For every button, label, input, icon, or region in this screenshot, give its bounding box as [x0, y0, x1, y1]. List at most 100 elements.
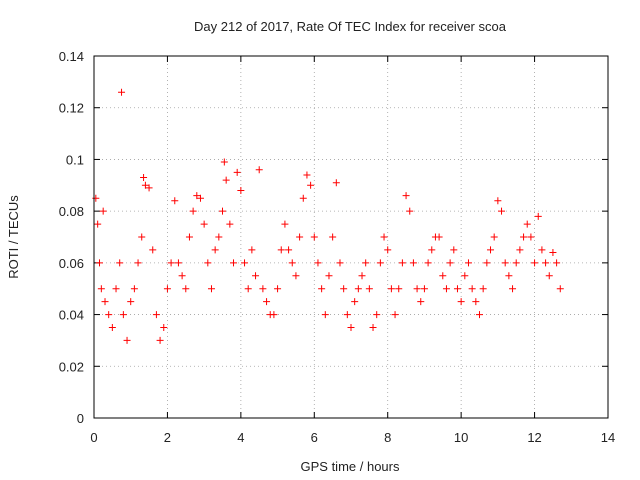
data-point [395, 285, 403, 293]
data-point [96, 259, 104, 267]
x-axis-label: GPS time / hours [301, 459, 400, 474]
data-point [391, 311, 399, 319]
data-point [252, 272, 260, 280]
data-point [545, 272, 553, 280]
data-point [281, 220, 289, 228]
data-point [520, 233, 528, 241]
x-tick-label: 12 [527, 430, 541, 445]
data-point [219, 207, 226, 215]
data-point [226, 220, 234, 228]
data-point [472, 298, 480, 306]
data-point [318, 285, 326, 293]
data-point [343, 311, 351, 319]
data-point [189, 207, 197, 215]
y-tick-label: 0.1 [66, 152, 84, 167]
data-point [182, 285, 190, 293]
data-point [230, 259, 238, 267]
data-point [94, 220, 102, 228]
data-point [420, 285, 428, 293]
data-point [145, 184, 153, 192]
data-point [428, 246, 436, 254]
data-point [498, 207, 506, 215]
data-point [329, 233, 337, 241]
data-point [288, 259, 296, 267]
data-point [347, 324, 355, 331]
data-point [248, 246, 256, 254]
data-point [398, 259, 406, 267]
data-points [92, 88, 564, 344]
x-tick-label: 0 [90, 430, 97, 445]
data-point [196, 194, 204, 202]
data-point [453, 285, 461, 293]
data-point [204, 259, 212, 267]
data-point [409, 259, 417, 267]
data-point [549, 249, 557, 257]
data-point [299, 194, 307, 202]
data-point [296, 233, 304, 241]
data-point [553, 259, 561, 267]
data-point [285, 246, 293, 254]
data-point [362, 259, 370, 267]
data-point [244, 285, 252, 293]
data-point [220, 158, 228, 166]
data-point [156, 336, 164, 344]
data-point [307, 181, 315, 189]
data-point [487, 246, 495, 254]
data-point [336, 259, 344, 267]
data-point [160, 324, 168, 331]
data-point [178, 272, 186, 280]
data-point [141, 181, 149, 189]
data-point [373, 311, 381, 319]
y-tick-label: 0.08 [59, 204, 84, 219]
data-point [501, 259, 509, 267]
y-tick-label: 0 [77, 411, 84, 426]
data-point [534, 212, 542, 220]
data-point [171, 197, 179, 205]
y-tick-label: 0.06 [59, 256, 84, 271]
data-point [149, 246, 157, 254]
data-point [387, 285, 395, 293]
data-point [277, 246, 285, 254]
data-point [531, 259, 539, 267]
data-point [138, 233, 146, 241]
data-point [413, 285, 421, 293]
x-tick-label: 8 [384, 430, 391, 445]
data-point [233, 168, 241, 176]
data-point [542, 259, 550, 267]
data-point [123, 336, 131, 344]
data-point [512, 259, 520, 267]
chart-title: Day 212 of 2017, Rate Of TEC Index for r… [194, 19, 507, 34]
data-point [99, 207, 107, 215]
data-point [354, 285, 362, 293]
data-point [483, 259, 491, 267]
data-point [490, 233, 498, 241]
data-point [358, 272, 366, 280]
data-point [263, 298, 271, 306]
data-point [380, 233, 388, 241]
data-point [105, 311, 113, 319]
data-point [270, 311, 278, 319]
data-point [222, 176, 230, 184]
x-tick-label: 10 [454, 430, 468, 445]
data-point [527, 233, 535, 241]
data-point [376, 259, 384, 267]
data-point [464, 259, 472, 267]
data-point [119, 311, 127, 319]
data-point [215, 233, 223, 241]
x-tick-label: 14 [601, 430, 615, 445]
data-point [509, 285, 517, 293]
plot-frame [93, 55, 609, 419]
axis-ticks: 0 2 4 6 8 10 12 14 0 0.02 0.04 0.06 0.08 0.1 0.12 0.14 [59, 49, 616, 445]
y-axis-label: ROTI / TECUs [6, 195, 21, 279]
data-point [516, 246, 524, 254]
data-point [402, 192, 410, 200]
data-point [556, 285, 564, 293]
data-point [457, 298, 465, 306]
x-tick-label: 2 [164, 430, 171, 445]
data-point [417, 298, 425, 306]
data-point [237, 186, 245, 194]
data-point [292, 272, 300, 280]
data-point [167, 259, 175, 267]
data-point [461, 272, 469, 280]
data-point [406, 207, 414, 215]
